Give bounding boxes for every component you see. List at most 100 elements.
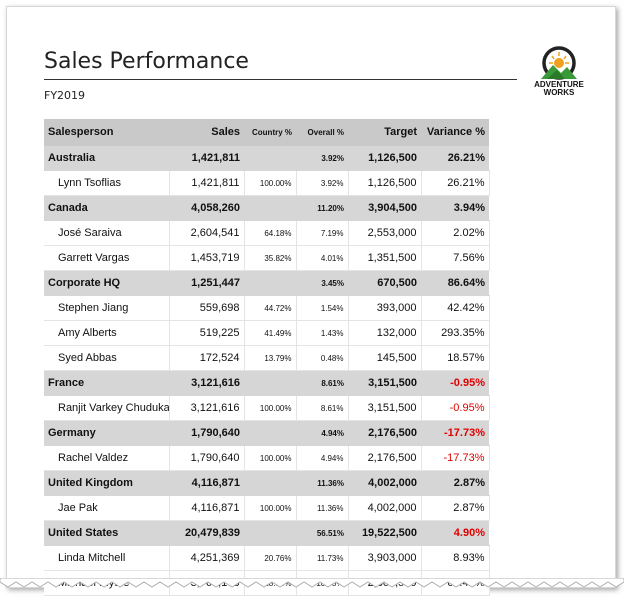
cell-sales: 519,225 bbox=[169, 320, 245, 346]
cell-country-pct bbox=[244, 520, 296, 546]
cell-target: 2,176,500 bbox=[348, 420, 421, 446]
cell-target: 670,500 bbox=[348, 270, 421, 296]
col-header-sales: Sales bbox=[169, 119, 244, 146]
cell-target: 2,176,500 bbox=[348, 445, 422, 471]
salesperson-row: Linda Mitchell 4,251,369 20.76% 11.73% 3,903… bbox=[44, 545, 490, 571]
cell-salesperson: Rachel Valdez bbox=[44, 445, 170, 471]
cell-sales: 3,121,616 bbox=[169, 370, 244, 396]
cell-country-pct: 41.49% bbox=[244, 320, 297, 346]
cell-overall-pct: 3.92% bbox=[296, 145, 348, 171]
cell-variance-pct: 8.93% bbox=[421, 545, 490, 571]
cell-country-pct: 64.18% bbox=[244, 220, 297, 246]
cell-overall-pct: 4.94% bbox=[296, 420, 348, 446]
cell-salesperson: Garrett Vargas bbox=[44, 245, 170, 271]
cell-sales: 1,251,447 bbox=[169, 270, 244, 296]
cell-target: 1,126,500 bbox=[348, 170, 422, 196]
cell-target: 132,000 bbox=[348, 320, 422, 346]
cell-country-pct: 13.79% bbox=[244, 345, 297, 371]
country-group-row: Australia 1,421,811 3.92% 1,126,500 26.21% bbox=[44, 145, 489, 171]
salesperson-row: Jae Pak 4,116,871 100.00% 11.36% 4,002,000 2.… bbox=[44, 495, 490, 521]
cell-overall-pct: 4.01% bbox=[296, 245, 349, 271]
cell-overall-pct: 4.94% bbox=[296, 445, 349, 471]
cell-country-pct: 100.00% bbox=[244, 170, 297, 196]
cell-variance-pct: 7.56% bbox=[421, 245, 490, 271]
torn-edge bbox=[0, 578, 624, 588]
cell-sales: 20,479,839 bbox=[169, 520, 244, 546]
cell-target: 3,151,500 bbox=[348, 395, 422, 421]
table-body: Australia 1,421,811 3.92% 1,126,500 26.21% Ly… bbox=[44, 145, 490, 596]
cell-overall-pct: 11.73% bbox=[296, 545, 349, 571]
cell-salesperson: Syed Abbas bbox=[44, 345, 170, 371]
cell-variance-pct: 26.21% bbox=[421, 145, 489, 171]
country-group-row: United States 20,479,839 56.51% 19,522,500 4… bbox=[44, 520, 489, 546]
salesperson-row: Amy Alberts 519,225 41.49% 1.43% 132,000 293.… bbox=[44, 320, 490, 346]
cell-variance-pct: 293.35% bbox=[421, 320, 490, 346]
col-header-target: Target bbox=[348, 119, 421, 146]
cell-salesperson: Stephen Jiang bbox=[44, 295, 170, 321]
country-group-row: Corporate HQ 1,251,447 3.45% 670,500 86.64% bbox=[44, 270, 489, 296]
cell-target: 19,522,500 bbox=[348, 520, 421, 546]
cell-overall-pct: 11.20% bbox=[296, 195, 348, 221]
cell-variance-pct: 3.94% bbox=[421, 195, 489, 221]
mountain-sun-icon bbox=[541, 46, 577, 80]
cell-target: 1,351,500 bbox=[348, 245, 422, 271]
salesperson-row: Lynn Tsoflias 1,421,811 100.00% 3.92% 1,126,… bbox=[44, 170, 490, 196]
cell-target: 4,002,000 bbox=[348, 495, 422, 521]
cell-country-pct bbox=[244, 195, 296, 221]
report-title: Sales Performance bbox=[44, 49, 249, 74]
cell-country-pct bbox=[244, 370, 296, 396]
cell-overall-pct: 3.45% bbox=[296, 270, 348, 296]
cell-overall-pct: 3.92% bbox=[296, 170, 349, 196]
cell-sales: 4,251,369 bbox=[169, 545, 245, 571]
cell-overall-pct: 11.36% bbox=[296, 470, 348, 496]
logo-text-line1: ADVENTURE bbox=[534, 80, 584, 89]
cell-salesperson: Ranjit Varkey Chudukatil bbox=[44, 395, 170, 421]
salesperson-row: Syed Abbas 172,524 13.79% 0.48% 145,500 18.57… bbox=[44, 345, 490, 371]
cell-country-pct bbox=[244, 270, 296, 296]
cell-overall-pct: 8.61% bbox=[296, 395, 349, 421]
cell-variance-pct: -0.95% bbox=[421, 395, 490, 421]
cell-sales: 1,421,811 bbox=[169, 145, 244, 171]
salesperson-row: Rachel Valdez 1,790,640 100.00% 4.94% 2,176,… bbox=[44, 445, 490, 471]
sales-table: Salesperson Sales Country % Overall % Ta… bbox=[44, 119, 490, 596]
cell-country-pct: 35.82% bbox=[244, 245, 297, 271]
logo-text-line2: WORKS bbox=[543, 88, 575, 97]
cell-country-pct: 100.00% bbox=[244, 495, 297, 521]
cell-target: 3,151,500 bbox=[348, 370, 421, 396]
cell-sales: 1,790,640 bbox=[169, 420, 244, 446]
cell-target: 2,553,000 bbox=[348, 220, 422, 246]
country-group-row: Canada 4,058,260 11.20% 3,904,500 3.94% bbox=[44, 195, 489, 221]
cell-salesperson: Linda Mitchell bbox=[44, 545, 170, 571]
cell-country-pct bbox=[244, 145, 296, 171]
cell-overall-pct: 11.36% bbox=[296, 495, 349, 521]
cell-variance-pct: -17.73% bbox=[421, 420, 489, 446]
cell-salesperson: Lynn Tsoflias bbox=[44, 170, 170, 196]
cell-sales: 559,698 bbox=[169, 295, 245, 321]
col-header-salesperson: Salesperson bbox=[44, 119, 169, 146]
cell-variance-pct: 42.42% bbox=[421, 295, 490, 321]
cell-overall-pct: 7.19% bbox=[296, 220, 349, 246]
country-group-row: United Kingdom 4,116,871 11.36% 4,002,000 2.… bbox=[44, 470, 489, 496]
cell-country-pct bbox=[244, 470, 296, 496]
title-divider bbox=[44, 79, 517, 80]
cell-salesperson: Amy Alberts bbox=[44, 320, 170, 346]
cell-variance-pct: 2.02% bbox=[421, 220, 490, 246]
cell-country-pct: 44.72% bbox=[244, 295, 297, 321]
salesperson-row: José Saraiva 2,604,541 64.18% 7.19% 2,553,00… bbox=[44, 220, 490, 246]
table-header-row: Salesperson Sales Country % Overall % Ta… bbox=[44, 119, 489, 146]
cell-overall-pct: 1.54% bbox=[296, 295, 349, 321]
cell-salesperson: Australia bbox=[44, 145, 169, 171]
cell-salesperson: United Kingdom bbox=[44, 470, 169, 496]
country-group-row: France 3,121,616 8.61% 3,151,500 -0.95% bbox=[44, 370, 489, 396]
cell-sales: 3,121,616 bbox=[169, 395, 245, 421]
cell-sales: 1,790,640 bbox=[169, 445, 245, 471]
cell-variance-pct: 2.87% bbox=[421, 470, 489, 496]
cell-variance-pct: 18.57% bbox=[421, 345, 490, 371]
cell-salesperson: José Saraiva bbox=[44, 220, 170, 246]
cell-sales: 4,058,260 bbox=[169, 195, 244, 221]
cell-sales: 2,604,541 bbox=[169, 220, 245, 246]
cell-sales: 1,453,719 bbox=[169, 245, 245, 271]
cell-target: 1,126,500 bbox=[348, 145, 421, 171]
cell-target: 3,903,000 bbox=[348, 545, 422, 571]
col-header-variance-pct: Variance % bbox=[421, 119, 489, 146]
